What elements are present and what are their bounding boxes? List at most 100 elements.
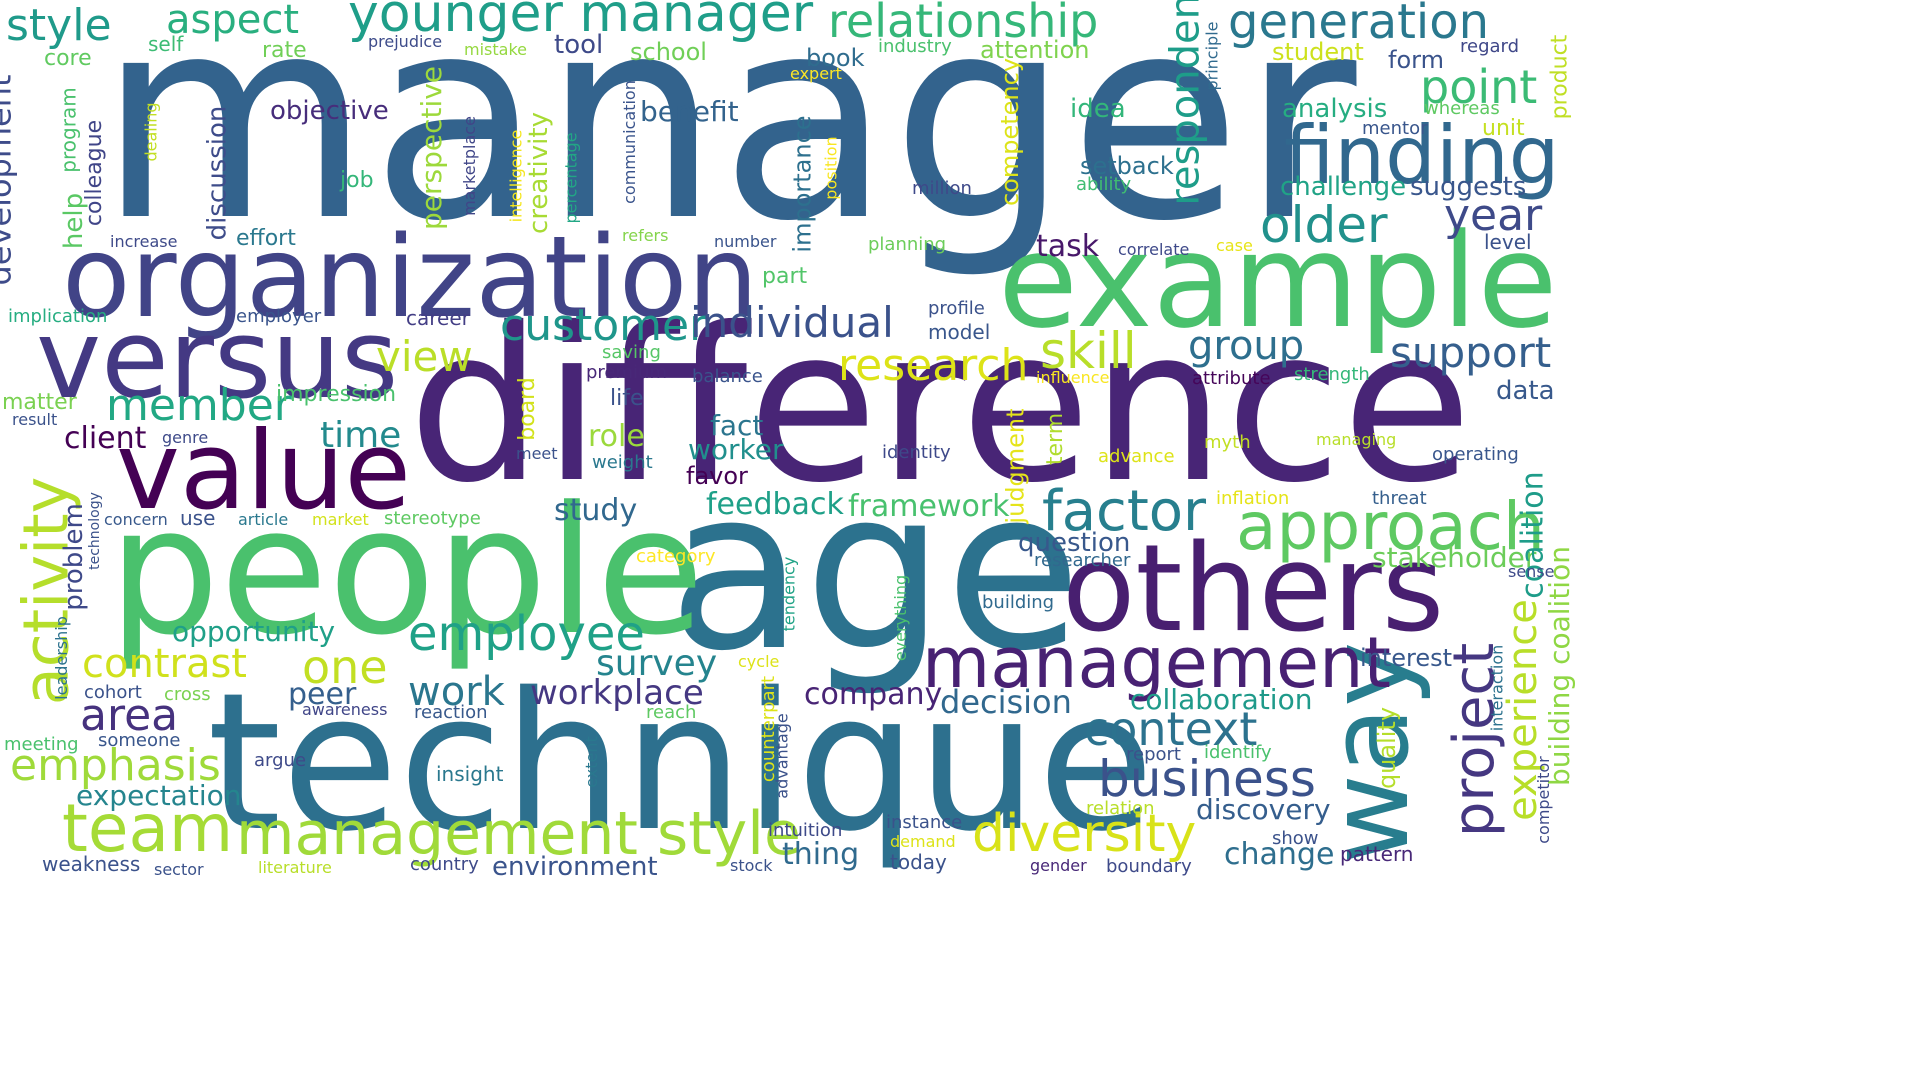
- word-life: life: [610, 386, 644, 411]
- word-manager: manager: [98, 0, 1357, 283]
- word-implication: implication: [8, 306, 108, 327]
- word-competitor: competitor: [1533, 756, 1553, 844]
- word-insight: insight: [436, 762, 504, 786]
- word-expectation: expectation: [76, 779, 242, 812]
- word-suggests: suggests: [1410, 172, 1527, 202]
- word-core: core: [44, 46, 92, 71]
- word-decision: decision: [940, 683, 1072, 721]
- word-dealing: dealing: [141, 102, 161, 162]
- word-effort: effort: [236, 226, 296, 251]
- word-view: view: [376, 332, 473, 381]
- word-regard: regard: [1460, 36, 1520, 57]
- word-operating: operating: [1432, 444, 1519, 465]
- word-one: one: [302, 640, 388, 694]
- word-counterpart: counterpart: [758, 675, 780, 783]
- word-people: people: [108, 469, 705, 674]
- word-pattern: pattern: [1340, 842, 1414, 866]
- word-intuition: intuition: [768, 820, 843, 841]
- word-product: product: [1547, 34, 1573, 120]
- word-tendency: tendency: [779, 556, 799, 632]
- word-increase: increase: [110, 232, 178, 251]
- word-year: year: [1444, 190, 1543, 241]
- word-peer: peer: [288, 677, 357, 712]
- word-weakness: weakness: [42, 852, 141, 876]
- word-employer: employer: [236, 306, 322, 327]
- word-attribute: attribute: [1192, 368, 1271, 389]
- word-researcher: researcher: [1034, 550, 1131, 571]
- word-collaboration: collaboration: [1130, 683, 1313, 716]
- word-benefit: benefit: [640, 95, 739, 128]
- word-someone: someone: [98, 730, 181, 751]
- word-worker: worker: [688, 433, 784, 466]
- word-cohort: cohort: [84, 682, 142, 703]
- word-rate: rate: [262, 38, 307, 63]
- word-factor: factor: [1042, 479, 1207, 544]
- word-mistake: mistake: [464, 40, 527, 59]
- word-article: article: [238, 510, 289, 529]
- word-result: result: [12, 410, 58, 429]
- word-industry: industry: [878, 36, 952, 57]
- word-versus: versus: [36, 295, 399, 423]
- word-support: support: [1390, 328, 1552, 377]
- word-framework: framework: [848, 489, 1010, 524]
- word-position: position: [821, 136, 841, 200]
- word-extent: extent: [581, 736, 601, 788]
- word-task: task: [1036, 229, 1100, 264]
- word-technique: technique: [207, 652, 1155, 873]
- word-term: term: [1043, 412, 1069, 466]
- word-quality: quality: [1373, 706, 1402, 790]
- word-unit: unit: [1482, 116, 1525, 141]
- word-time: time: [320, 415, 402, 456]
- word-study: study: [554, 493, 638, 528]
- word-inflation: inflation: [1216, 488, 1290, 509]
- word-career: career: [406, 306, 470, 330]
- word-board: board: [514, 377, 540, 441]
- word-point: point: [1420, 60, 1538, 114]
- word-area: area: [80, 690, 179, 741]
- word-stock: stock: [730, 856, 773, 875]
- word-stakeholder: stakeholder: [1372, 541, 1537, 574]
- word-school: school: [630, 38, 707, 66]
- word-meet: meet: [516, 444, 558, 463]
- word-judgment: judgment: [1001, 408, 1030, 524]
- word-genre: genre: [162, 428, 209, 447]
- word-boundary: boundary: [1106, 856, 1192, 877]
- word-book: book: [806, 44, 865, 72]
- word-reach: reach: [646, 702, 697, 723]
- word-managing: managing: [1316, 430, 1397, 449]
- word-others: others: [1062, 520, 1445, 659]
- word-survey: survey: [596, 643, 718, 684]
- word-fact: fact: [710, 409, 764, 442]
- word-employee: employee: [408, 606, 645, 662]
- word-setback: setback: [1080, 152, 1174, 180]
- word-relationship: relationship: [828, 0, 1099, 48]
- word-intelligence: intelligence: [506, 129, 526, 223]
- word-meeting: meeting: [4, 734, 79, 755]
- word-awareness: awareness: [302, 700, 388, 719]
- word-team: team: [62, 790, 234, 867]
- word-challenge: challenge: [1280, 172, 1407, 202]
- word-work: work: [408, 669, 505, 715]
- word-management-style: management style: [236, 799, 801, 869]
- word-discussion: discussion: [202, 105, 233, 241]
- word-leadership: leadership: [51, 616, 71, 700]
- word-generation: generation: [1228, 0, 1490, 50]
- word-question: question: [1018, 528, 1131, 558]
- word-management: management: [922, 622, 1391, 704]
- word-client: client: [64, 421, 147, 456]
- word-everything: everything: [891, 574, 911, 662]
- word-difference: difference: [408, 282, 1473, 529]
- word-younger-manager: younger manager: [348, 0, 814, 44]
- word-aspect: aspect: [166, 0, 300, 43]
- word-expert: expert: [790, 64, 842, 83]
- word-thing: thing: [782, 837, 860, 872]
- word-percentage: percentage: [561, 132, 581, 224]
- word-identity: identity: [882, 442, 951, 463]
- word-value: value: [116, 409, 411, 534]
- word-country: country: [410, 854, 479, 875]
- word-ability: ability: [1076, 174, 1132, 195]
- word-literature: literature: [258, 858, 332, 877]
- word-customer: customer: [500, 300, 708, 351]
- word-colleague: colleague: [82, 119, 108, 227]
